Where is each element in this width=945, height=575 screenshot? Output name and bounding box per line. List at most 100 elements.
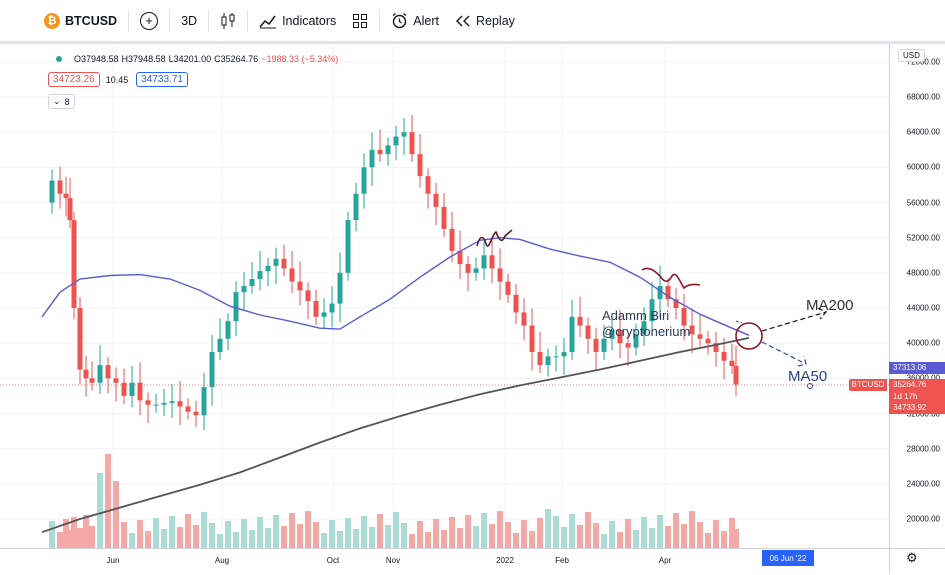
ma50-price-tag: 37313.06	[889, 362, 945, 374]
ma200-label: MA200	[806, 297, 854, 314]
candle-body	[553, 356, 559, 358]
candle-body	[289, 268, 295, 282]
volume-bar	[401, 523, 407, 548]
alert-button[interactable]: Alert	[383, 0, 447, 43]
legend-value-right: 34733.71	[136, 72, 188, 87]
indicators-button[interactable]: Indicators	[251, 0, 344, 43]
ma50-label: MA50	[788, 368, 828, 385]
candle-body	[733, 366, 739, 385]
legend-collapse-button[interactable]: ⌄ 8	[48, 94, 75, 109]
volume-bar	[473, 526, 479, 548]
candle-body	[425, 176, 431, 194]
candle-body	[529, 325, 535, 352]
time-axis[interactable]: Jun Aug Oct Nov 2022 Feb Apr	[0, 548, 889, 575]
symbol-search-button[interactable]: ₿ BTCUSD	[0, 0, 125, 43]
volume-bar	[305, 511, 311, 548]
volume-bar	[67, 530, 73, 548]
x-tick-label: Feb	[555, 556, 569, 565]
volume-bar	[321, 533, 327, 548]
volume-bar	[521, 520, 527, 548]
candle-body	[129, 382, 135, 396]
volume-bar	[733, 529, 739, 548]
volume-bar	[97, 473, 103, 548]
last-price-tag: BTCUSD 35264.76 1d 17h 34733.92	[849, 379, 945, 415]
legend-value-mid: 10.45	[105, 74, 129, 85]
y-tick-label: 36000.00	[907, 374, 940, 383]
volume-bar	[673, 513, 679, 548]
volume-bar	[289, 513, 295, 548]
chevron-down-icon: ⌄	[53, 96, 61, 106]
gear-icon[interactable]: ⚙	[906, 550, 918, 565]
volume-bar	[721, 531, 727, 548]
price-axis[interactable]: 72000.00 68000.00 64000.00 60000.00 56000.00…	[889, 44, 945, 548]
candle-body	[569, 316, 575, 352]
volume-bar	[313, 522, 319, 548]
candle-body	[545, 356, 551, 366]
candle-body	[201, 387, 207, 416]
candle-body	[505, 281, 511, 295]
volume-bar	[529, 531, 535, 548]
candle-body	[441, 206, 447, 229]
candle-body	[601, 338, 607, 352]
volume-bar	[145, 531, 151, 548]
y-tick-label: 64000.00	[906, 127, 940, 137]
close-tag: 35264.76	[889, 379, 945, 391]
volume-bar	[505, 522, 511, 548]
candle-body	[273, 258, 279, 266]
volume-bar	[185, 514, 191, 548]
chart-type-button[interactable]	[212, 0, 244, 43]
price-chart[interactable]	[0, 44, 889, 548]
legend-value-left: 34723.26	[48, 72, 100, 87]
volume-bar	[433, 519, 439, 548]
eye-icon[interactable]	[56, 56, 62, 62]
candle-body	[121, 382, 127, 396]
volume-bar	[153, 518, 159, 548]
ma50-tag-value: 37313.06	[893, 363, 927, 372]
compare-button[interactable]: +	[132, 0, 166, 43]
timeframe-button[interactable]: 3D	[173, 0, 205, 43]
currency-button[interactable]: USD	[898, 49, 925, 62]
volume-bar	[545, 509, 551, 548]
candle-body	[145, 400, 151, 405]
collapse-count: 8	[64, 96, 70, 107]
volume-bar	[113, 481, 119, 548]
axis-corner	[889, 548, 945, 574]
volume-bar	[601, 534, 607, 548]
candle-body	[161, 402, 167, 405]
volume-bar	[241, 519, 247, 548]
volume-bar	[71, 517, 77, 548]
volume-bar	[425, 532, 431, 548]
layouts-button[interactable]	[344, 0, 376, 43]
volume-bar	[617, 532, 623, 548]
volume-bar	[609, 521, 615, 548]
volume-bar	[393, 512, 399, 548]
candle-body	[257, 271, 263, 279]
candles-icon	[221, 12, 235, 29]
volume-bar	[273, 515, 279, 548]
open-value: O37948.58	[74, 54, 119, 64]
volume-bar	[489, 524, 495, 548]
ohlc-legend: O37948.58 H37948.58 L34201.00 C35264.76 …	[48, 54, 341, 64]
candle-body	[481, 255, 487, 269]
indicator-legend: 34723.26 10.45 34733.71	[48, 72, 194, 87]
y-tick-label: 72000.00	[906, 57, 940, 67]
volume-bar	[705, 533, 711, 548]
target-marker	[807, 383, 813, 389]
replay-button[interactable]: Replay	[447, 0, 523, 43]
volume-bar	[137, 520, 143, 548]
x-tick-label: Apr	[658, 556, 672, 565]
candle-body	[209, 351, 215, 388]
candle-body	[113, 378, 119, 383]
volume-bar	[161, 529, 167, 548]
volume-bar	[361, 516, 367, 548]
plus-circle-icon: +	[140, 11, 159, 30]
volume-bar	[337, 531, 343, 548]
volume-bar	[265, 528, 271, 548]
candle-body	[617, 329, 623, 344]
candle-body	[321, 312, 327, 317]
candle-body	[77, 308, 83, 370]
candle-body	[489, 255, 495, 269]
volume-bar	[625, 519, 631, 548]
candle-body	[137, 382, 143, 401]
candle-body	[369, 149, 375, 168]
